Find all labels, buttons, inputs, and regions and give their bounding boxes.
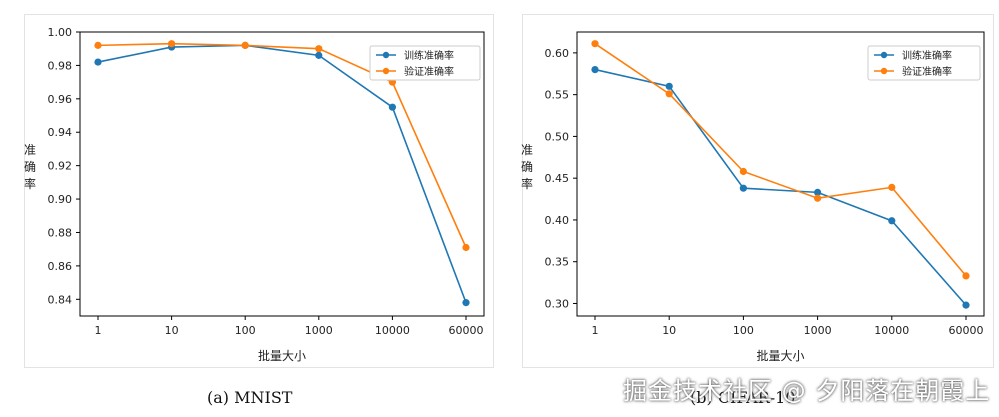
data-point	[241, 41, 249, 49]
data-point	[665, 82, 673, 90]
data-point	[591, 65, 599, 74]
data-point	[739, 184, 747, 192]
data-point	[814, 188, 822, 196]
chart-panel-mnist: 0.84 0.86 0.88 0.90 0.92 0.94 0.96 0.98 1.00 1 10 1…	[24, 14, 494, 407]
y-tick-label: 0.92	[48, 160, 73, 173]
legend-box	[867, 45, 981, 81]
legend-swatch-marker	[880, 51, 888, 59]
y-tick-label: 0.84	[48, 293, 73, 306]
data-point	[315, 51, 323, 59]
x-tick-label: 10000	[375, 324, 410, 337]
series-line	[594, 43, 967, 277]
y-tick-label: 0.50	[545, 130, 570, 143]
plot-area	[576, 31, 985, 317]
x-tick-label: 100	[235, 324, 256, 337]
legend-swatch-marker	[880, 67, 888, 75]
legend-swatch-marker	[382, 67, 390, 75]
legend-label: 训练准确率	[902, 49, 952, 62]
data-point	[462, 243, 470, 252]
data-point	[462, 299, 470, 307]
data-point	[315, 45, 323, 53]
y-tick-label: 0.60	[545, 47, 570, 60]
y-axis-label: 准确率	[24, 143, 36, 191]
data-point	[962, 301, 970, 309]
data-point	[388, 103, 396, 111]
x-tick-label: 1000	[804, 324, 832, 337]
x-axis-label: 批量大小	[258, 348, 306, 363]
data-point	[814, 194, 822, 202]
data-point	[591, 40, 599, 48]
legend-label: 验证准确率	[902, 65, 952, 78]
plot-area	[79, 31, 485, 317]
data-point	[888, 183, 896, 191]
series-line	[97, 44, 467, 303]
y-tick-label: 0.35	[545, 256, 570, 269]
y-tick-label: 0.90	[48, 193, 73, 206]
y-tick-label: 0.98	[48, 59, 73, 72]
data-point	[962, 272, 970, 280]
watermark-text: 掘金技术社区 @ 夕阳落在朝霞上	[623, 377, 991, 405]
legend-label: 验证准确率	[404, 65, 454, 78]
legend-label: 训练准确率	[404, 49, 454, 62]
chart-cifar: 0.30 0.35 0.40 0.45 0.50 0.55 0.60 1 10 100 1000 10…	[521, 31, 985, 363]
x-tick-label: 1	[95, 324, 102, 337]
chart-mnist: 0.84 0.86 0.88 0.90 0.92 0.94 0.96 0.98 1.00 1 10 1…	[24, 26, 485, 363]
y-tick-label: 0.94	[48, 126, 73, 139]
x-tick-label: 100	[733, 324, 754, 337]
chart-caption: (b) CIFAR-10	[690, 388, 796, 407]
y-tick-label: 0.45	[545, 172, 570, 185]
series-line	[97, 42, 467, 248]
figure-frame	[522, 14, 994, 368]
data-point	[168, 40, 176, 48]
legend-box	[369, 45, 481, 81]
data-point	[94, 41, 102, 49]
y-axis-label: 准确率	[521, 143, 533, 191]
chart-caption: (a) MNIST	[207, 388, 293, 407]
x-tick-label: 10000	[874, 324, 909, 337]
x-tick-label: 60000	[449, 324, 484, 337]
y-tick-label: 0.88	[48, 226, 73, 239]
y-tick-label: 0.30	[545, 297, 570, 310]
x-tick-label: 10	[165, 324, 179, 337]
y-tick-label: 0.40	[545, 214, 570, 227]
y-tick-label: 0.86	[48, 260, 73, 273]
x-tick-label: 1	[592, 324, 599, 337]
data-point	[665, 90, 673, 98]
x-tick-label: 10	[662, 324, 676, 337]
data-point	[888, 217, 896, 225]
figure-frame	[24, 14, 494, 368]
x-tick-label: 60000	[949, 324, 984, 337]
legend-swatch-marker	[382, 51, 390, 59]
series-line	[594, 68, 967, 306]
data-point	[739, 167, 747, 176]
data-point	[94, 58, 102, 66]
y-tick-label: 0.55	[545, 89, 570, 102]
x-tick-label: 1000	[305, 324, 333, 337]
chart-panel-cifar: 0.30 0.35 0.40 0.45 0.50 0.55 0.60 1 10 100 1000 10…	[500, 0, 999, 417]
x-axis-label: 批量大小	[756, 348, 804, 363]
y-tick-label: 0.96	[48, 93, 73, 106]
y-tick-label: 1.00	[48, 26, 73, 39]
